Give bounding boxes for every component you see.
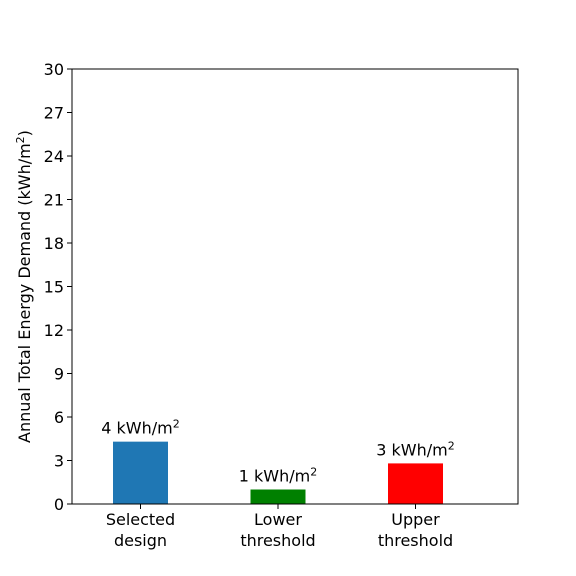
y-tick-label: 24 [44,147,64,166]
x-category-label: Lower threshold [240,510,315,550]
bar [250,489,306,504]
y-tick-label: 27 [44,104,64,123]
y-tick-label: 0 [54,495,64,514]
y-tick-label: 30 [44,60,64,79]
y-tick-label: 15 [44,278,64,297]
bar-data-label: 3 kWh/m2 [376,439,454,460]
y-tick-label: 3 [54,452,64,471]
y-axis: 0 3 6 9 12 15 18 21 24 27 30 [44,60,72,514]
y-tick-label: 6 [54,408,64,427]
y-tick-label: 9 [54,365,64,384]
y-axis-title: Annual Total Energy Demand (kWh/m2) [14,130,35,443]
y-tick-label: 21 [44,191,64,210]
bar [388,463,443,504]
y-tick-label: 18 [44,234,64,253]
bars-group [113,441,443,504]
x-axis: Selected design Lower threshold Upper thresho… [106,504,453,550]
data-labels-group: 4 kWh/m2 1 kWh/m2 3 kWh/m2 [101,417,454,485]
bar-data-label: 4 kWh/m2 [101,417,179,438]
bar-data-label: 1 kWh/m2 [239,465,317,486]
plot-frame [71,68,519,505]
x-category-label: Upper threshold [378,510,453,550]
y-tick-label: 12 [44,321,64,340]
x-category-label: Selected design [106,510,175,550]
bar [113,441,168,504]
